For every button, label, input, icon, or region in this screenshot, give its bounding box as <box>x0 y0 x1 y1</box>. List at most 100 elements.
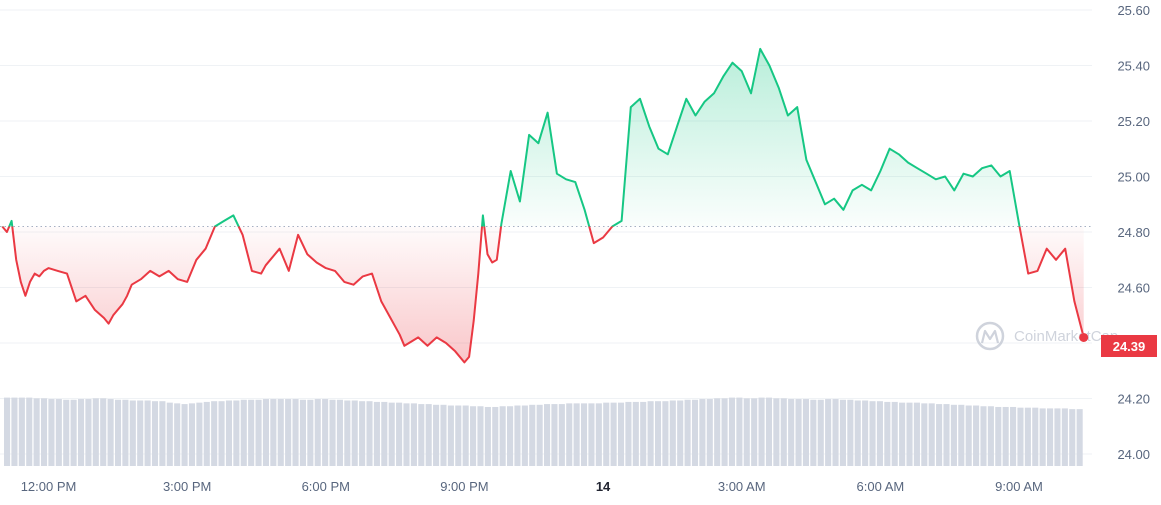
coinmarketcap-logo-icon <box>975 321 1005 351</box>
area-fill-below-baseline <box>2 226 1084 363</box>
volume-bar <box>906 402 913 466</box>
x-tick-label: 6:00 PM <box>302 479 350 494</box>
volume-bar <box>625 401 632 466</box>
y-tick-label: 24.60 <box>1117 281 1150 296</box>
volume-bar <box>573 403 580 466</box>
volume-bar <box>751 398 758 466</box>
volume-bar <box>854 400 861 466</box>
volume-bar <box>11 397 18 466</box>
volume-bar <box>551 404 558 466</box>
y-tick-label: 25.40 <box>1117 59 1150 74</box>
volume-bar <box>196 402 203 466</box>
volume-bar <box>669 400 676 466</box>
volume-bar <box>677 400 684 466</box>
y-tick-label: 25.20 <box>1117 114 1150 129</box>
volume-bar <box>381 401 388 466</box>
volume-bar <box>654 401 662 466</box>
volume-bar <box>144 400 151 466</box>
volume-bar <box>70 399 77 466</box>
volume-bar <box>706 399 713 466</box>
x-tick-label: 12:00 PM <box>21 479 77 494</box>
coinmarketcap-watermark: CoinMarketCap <box>975 321 1118 351</box>
volume-bar <box>122 399 129 466</box>
volume-bar <box>580 403 588 466</box>
volume-bar <box>129 400 136 466</box>
volume-bar <box>248 399 255 466</box>
volume-bar <box>714 398 721 466</box>
volume-bar <box>995 406 1002 466</box>
volume-bar <box>847 399 854 466</box>
volume-bar <box>529 404 536 466</box>
volume-bar <box>691 399 699 466</box>
volume-bar <box>218 401 225 466</box>
volume-bar <box>484 406 491 466</box>
volume-bar <box>373 401 380 466</box>
volume-bar <box>950 404 957 466</box>
volume-bar <box>566 403 573 466</box>
volume-bar <box>891 401 898 466</box>
volume-bar <box>336 399 343 466</box>
volume-bar <box>188 403 196 466</box>
volume-bar <box>455 405 462 466</box>
x-tick-label: 3:00 AM <box>718 479 766 494</box>
volume-bar <box>107 399 114 466</box>
volume-bar <box>1061 408 1068 466</box>
volume-bar <box>4 397 11 466</box>
volume-bar <box>447 405 454 466</box>
volume-bar <box>492 406 499 466</box>
volume-bar <box>987 406 994 466</box>
volume-bar <box>351 400 358 466</box>
volume-bar <box>307 399 314 466</box>
price-line-down-segment[interactable] <box>1 49 1085 364</box>
volume-bar <box>958 404 965 466</box>
x-tick-label: 14 <box>596 479 611 494</box>
volume-bar <box>329 399 336 466</box>
volume-bar <box>403 403 410 466</box>
volume-bar <box>366 401 373 466</box>
volume-bar <box>92 398 99 466</box>
volume-bar <box>181 404 188 466</box>
volume-bar <box>632 401 639 466</box>
volume-bar <box>617 402 625 466</box>
volume-bar <box>721 398 728 466</box>
volume-bar <box>174 403 181 466</box>
volume-bar <box>1017 407 1024 466</box>
volume-bar <box>225 400 233 466</box>
current-price-badge-bg <box>1101 335 1157 357</box>
volume-bars <box>4 397 1083 466</box>
volume-bar <box>603 402 610 466</box>
volume-bar <box>33 398 40 466</box>
price-line[interactable] <box>1 47 1085 364</box>
volume-bar <box>684 399 691 466</box>
volume-bar <box>810 399 817 466</box>
volume-bar <box>699 399 706 466</box>
x-tick-label: 9:00 AM <box>995 479 1043 494</box>
volume-bar <box>418 404 425 466</box>
volume-bar <box>536 404 543 466</box>
volume-bar <box>151 401 159 466</box>
volume-bar <box>936 404 943 466</box>
volume-bar <box>588 403 595 466</box>
x-axis: 12:00 PM 3:00 PM 6:00 PM 9:00 PM 14 3:00 AM 6:… <box>21 479 1043 494</box>
volume-bar <box>240 399 247 466</box>
volume-bar <box>788 399 795 466</box>
volume-bar <box>440 404 447 466</box>
x-tick-label: 9:00 PM <box>440 479 488 494</box>
volume-bar <box>973 405 980 466</box>
volume-bar <box>477 406 484 466</box>
price-line-up-segment[interactable] <box>2 47 1083 363</box>
current-price-dot[interactable] <box>1079 332 1089 342</box>
volume-bar <box>1039 408 1046 466</box>
volume-bar <box>765 397 773 466</box>
volume-bar <box>48 399 55 466</box>
volume-bar <box>817 399 824 466</box>
volume-bar <box>166 402 173 466</box>
volume-bar <box>410 403 417 466</box>
volume-bar <box>514 405 521 466</box>
volume-bar <box>899 402 906 466</box>
volume-bar <box>26 397 33 466</box>
volume-bar <box>921 403 928 466</box>
volume-bar <box>270 399 277 466</box>
